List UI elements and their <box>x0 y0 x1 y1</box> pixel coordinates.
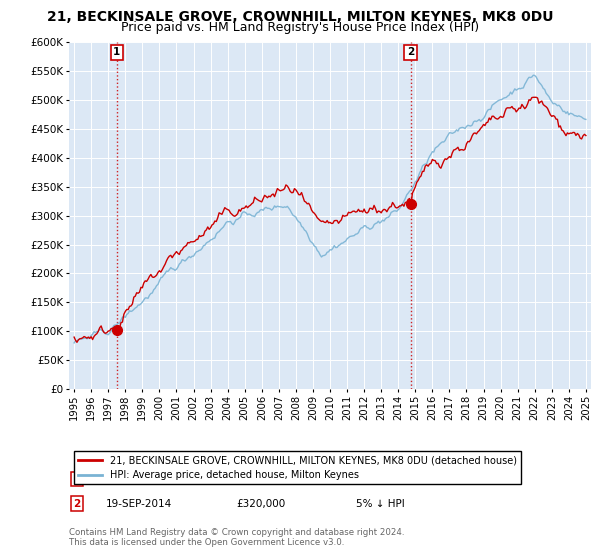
Text: Contains HM Land Registry data © Crown copyright and database right 2024.
This d: Contains HM Land Registry data © Crown c… <box>69 528 404 548</box>
Text: 30-JUN-1997: 30-JUN-1997 <box>106 474 172 484</box>
Text: 2: 2 <box>73 498 80 508</box>
Text: 1: 1 <box>113 47 121 57</box>
Text: 5% ↓ HPI: 5% ↓ HPI <box>356 498 405 508</box>
Text: 1: 1 <box>73 474 80 484</box>
Text: Price paid vs. HM Land Registry's House Price Index (HPI): Price paid vs. HM Land Registry's House … <box>121 21 479 34</box>
Text: 21, BECKINSALE GROVE, CROWNHILL, MILTON KEYNES, MK8 0DU: 21, BECKINSALE GROVE, CROWNHILL, MILTON … <box>47 10 553 24</box>
Text: £103,000: £103,000 <box>236 474 285 484</box>
Legend: 21, BECKINSALE GROVE, CROWNHILL, MILTON KEYNES, MK8 0DU (detached house), HPI: A: 21, BECKINSALE GROVE, CROWNHILL, MILTON … <box>74 451 521 484</box>
Text: 11% ↑ HPI: 11% ↑ HPI <box>356 474 412 484</box>
Text: £320,000: £320,000 <box>236 498 285 508</box>
Text: 19-SEP-2014: 19-SEP-2014 <box>106 498 172 508</box>
Text: 2: 2 <box>407 47 414 57</box>
